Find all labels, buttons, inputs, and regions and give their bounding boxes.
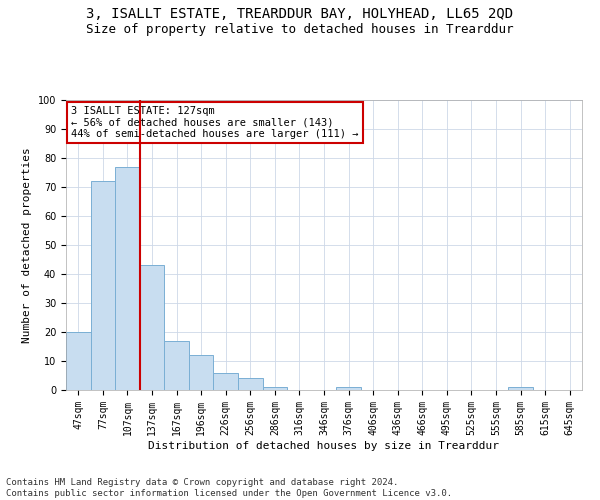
Bar <box>140 266 164 390</box>
Text: Contains HM Land Registry data © Crown copyright and database right 2024.
Contai: Contains HM Land Registry data © Crown c… <box>6 478 452 498</box>
Bar <box>214 372 238 390</box>
Bar <box>91 181 115 390</box>
Bar <box>115 166 140 390</box>
Y-axis label: Number of detached properties: Number of detached properties <box>22 147 32 343</box>
Bar <box>508 387 533 390</box>
Bar <box>238 378 263 390</box>
Text: Size of property relative to detached houses in Trearddur: Size of property relative to detached ho… <box>86 22 514 36</box>
X-axis label: Distribution of detached houses by size in Trearddur: Distribution of detached houses by size … <box>149 440 499 450</box>
Bar <box>263 387 287 390</box>
Bar <box>66 332 91 390</box>
Bar <box>164 340 189 390</box>
Bar <box>189 355 214 390</box>
Bar <box>336 387 361 390</box>
Text: 3, ISALLT ESTATE, TREARDDUR BAY, HOLYHEAD, LL65 2QD: 3, ISALLT ESTATE, TREARDDUR BAY, HOLYHEA… <box>86 8 514 22</box>
Text: 3 ISALLT ESTATE: 127sqm
← 56% of detached houses are smaller (143)
44% of semi-d: 3 ISALLT ESTATE: 127sqm ← 56% of detache… <box>71 106 359 139</box>
